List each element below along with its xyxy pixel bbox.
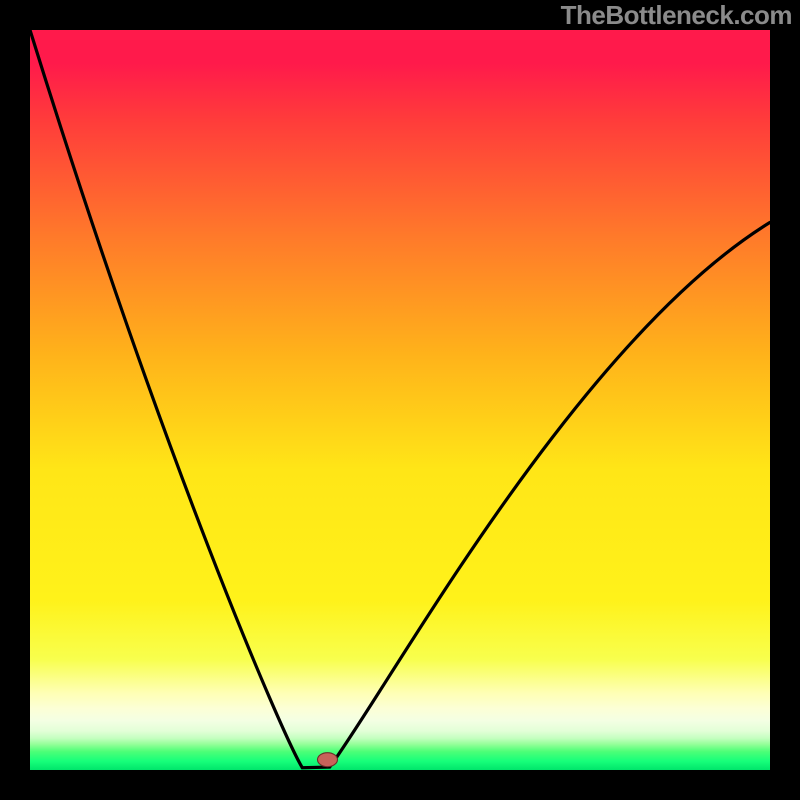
optimal-point-marker [317, 753, 337, 767]
bottleneck-plot [0, 0, 800, 800]
watermark-text: TheBottleneck.com [561, 0, 792, 31]
chart-container: { "watermark": { "text": "TheBottleneck.… [0, 0, 800, 800]
